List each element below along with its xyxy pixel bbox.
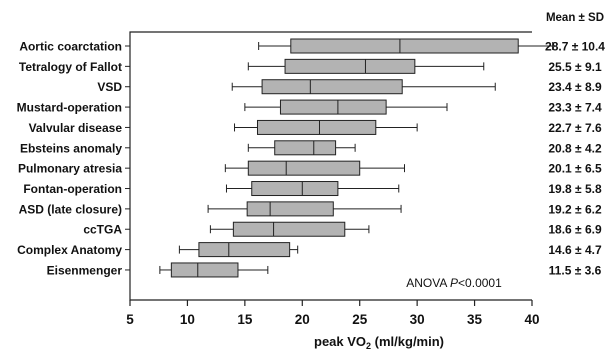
iqr-box [251,181,339,197]
iqr-box [247,160,361,176]
mean-sd-value: 25.5 ± 9.1 [548,60,602,74]
box-row: Ebsteins anomaly 20.8 ± 4.2 [20,140,602,156]
x-tick-label: 30 [410,312,425,327]
iqr-box [274,140,337,156]
x-tick-label: 20 [295,312,310,327]
box-row: Aortic coarctation 28.7 ± 10.4 [19,38,605,54]
x-tick-label: 35 [467,312,483,327]
box-row: Complex Anatomy 14.6 ± 4.7 [17,242,602,258]
x-axis: 5 10 15 20 25 30 35 40 [126,300,540,327]
mean-sd-value: 20.8 ± 4.2 [548,141,602,155]
mean-sd-value: 19.8 ± 5.8 [548,182,602,196]
category-label: Ebsteins anomaly [20,141,122,155]
category-label: Valvular disease [29,121,123,135]
box-row: Tetralogy of Fallot 25.5 ± 9.1 [19,58,602,74]
x-axis-title-main: peak VO [314,334,366,349]
category-label: Pulmonary atresia [18,162,122,176]
plot-frame [129,31,532,301]
box-row: Fontan-operation 19.8 ± 5.8 [23,181,602,197]
box-row: Mustard-operation 23.3 ± 7.4 [17,99,602,115]
category-label: Fontan-operation [23,182,122,196]
anova-p-value: <0.0001 [458,276,502,290]
stats-column-header: Mean ± SD [546,12,604,24]
category-label: Aortic coarctation [19,40,122,54]
x-axis-title-subscript: 2 [366,341,371,351]
mean-sd-value: 18.6 ± 6.9 [548,223,602,237]
box-row: ccTGA 18.6 ± 6.9 [83,221,602,237]
iqr-box [232,221,346,237]
anova-p-symbol: P [450,276,458,290]
x-tick-label: 15 [237,312,253,327]
box-row: VSD 23.4 ± 8.9 [97,79,602,95]
mean-sd-value: 23.3 ± 7.4 [548,101,602,115]
x-tick-label: 5 [126,312,134,327]
category-label: ccTGA [83,223,122,237]
plot-border [129,31,532,301]
box-row: Pulmonary atresia 20.1 ± 6.5 [18,160,602,176]
x-tick-label: 10 [180,312,195,327]
x-axis-title-units: (ml/kg/min) [371,334,444,349]
iqr-box [246,201,334,217]
iqr-box [256,119,377,135]
box-rows: Aortic coarctation 28.7 ± 10.4 Tetralogy o… [17,38,605,278]
box-row: ASD (late closure) 19.2 ± 6.2 [19,201,602,217]
iqr-box [170,262,239,278]
box-row: Valvular disease 22.7 ± 7.6 [29,119,602,135]
category-label: ASD (late closure) [19,202,122,216]
category-label: Complex Anatomy [17,243,122,257]
mean-sd-value: 20.1 ± 6.5 [548,162,602,176]
x-tick-label: 25 [352,312,368,327]
box-row: Eisenmenger 11.5 ± 3.6 [47,262,602,278]
iqr-box [290,38,519,54]
anova-annotation: ANOVA P<0.0001 [406,276,502,290]
x-axis-title: peak VO2 (ml/kg/min) [314,334,444,351]
mean-sd-value: 19.2 ± 6.2 [548,202,602,216]
mean-sd-value: 14.6 ± 4.7 [548,243,602,257]
mean-sd-value: 11.5 ± 3.6 [549,263,602,277]
iqr-box [284,58,416,74]
iqr-box [261,79,403,95]
category-label: Eisenmenger [47,263,123,277]
category-label: Mustard-operation [17,101,122,115]
iqr-box [198,242,291,258]
mean-sd-value: 22.7 ± 7.6 [548,121,602,135]
iqr-box [279,99,387,115]
category-label: Tetralogy of Fallot [19,60,122,74]
category-label: VSD [97,80,122,94]
anova-label: ANOVA [406,276,450,290]
x-tick-label: 40 [524,312,539,327]
mean-sd-value: 23.4 ± 8.9 [548,80,602,94]
mean-sd-value: 28.7 ± 10.4 [545,40,605,54]
